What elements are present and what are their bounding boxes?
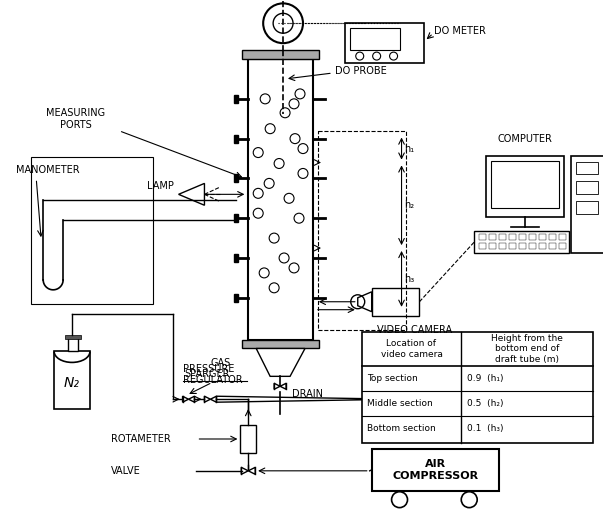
Bar [529,234,536,240]
Bar [479,243,486,249]
Bar [486,155,564,217]
Text: N₂: N₂ [64,376,80,390]
Bar [509,234,516,240]
Bar [234,95,239,103]
Polygon shape [280,383,286,389]
Polygon shape [182,396,188,402]
Text: Location of
video camera: Location of video camera [381,339,443,359]
Text: GAS
SPARGER: GAS SPARGER [185,358,230,379]
Polygon shape [256,349,305,376]
Bar [489,243,496,249]
Bar [248,59,313,339]
Text: DO METER: DO METER [434,26,486,36]
Text: h₂: h₂ [405,200,415,210]
Text: Height from the
bottom end of
draft tube (m): Height from the bottom end of draft tube… [491,334,563,364]
Bar [539,243,546,249]
Bar [576,181,597,194]
Text: 0.9  (h₁): 0.9 (h₁) [467,375,504,383]
Bar [371,449,499,491]
Polygon shape [248,468,255,474]
Bar [234,214,239,222]
Text: PRESSURE
REGULATOR: PRESSURE REGULATOR [182,363,242,385]
Bar [576,161,597,174]
Bar [318,131,405,330]
Bar [489,234,496,240]
Bar [242,50,319,59]
Text: DRAIN: DRAIN [292,389,323,399]
Bar [519,234,526,240]
Text: DO PROBE: DO PROBE [335,66,387,76]
Text: LAMP: LAMP [147,181,173,192]
Bar [474,231,569,253]
Text: h₃: h₃ [405,274,415,284]
Polygon shape [241,468,248,474]
Bar [350,28,400,50]
Bar [234,294,239,302]
Bar [539,234,546,240]
Bar [362,332,593,443]
Text: MEASURING
PORTS: MEASURING PORTS [47,108,106,130]
Bar [509,243,516,249]
Text: ROTAMETER: ROTAMETER [111,434,171,444]
Bar [345,24,425,63]
Text: VALVE: VALVE [111,466,141,476]
Text: MANOMETER: MANOMETER [16,166,80,175]
Bar [491,160,559,208]
Polygon shape [216,396,400,402]
Bar [371,288,419,316]
Text: Middle section: Middle section [367,399,432,408]
Bar [65,335,81,339]
Polygon shape [274,383,280,389]
Bar [499,243,506,249]
Bar [571,155,604,253]
Bar [479,234,486,240]
Polygon shape [188,396,194,402]
Polygon shape [204,396,210,402]
Bar [576,201,597,214]
Bar [240,425,256,453]
Bar [242,339,319,349]
Text: Bottom section: Bottom section [367,424,435,433]
Bar [559,234,566,240]
Bar [519,243,526,249]
Text: VIDEO CAMERA: VIDEO CAMERA [377,324,452,335]
Bar [499,234,506,240]
Bar [529,243,536,249]
Bar [234,254,239,262]
Bar [559,243,566,249]
Text: 0.1  (h₃): 0.1 (h₃) [467,424,504,433]
Text: h₁: h₁ [405,144,415,154]
Bar [234,174,239,182]
Text: Top section: Top section [367,375,417,383]
Bar [549,243,556,249]
Bar [31,156,153,304]
Bar [54,352,90,409]
Bar [68,338,78,352]
Polygon shape [210,396,216,402]
Bar [234,135,239,143]
Text: COMPUTER: COMPUTER [498,133,553,144]
Text: AIR
COMPRESSOR: AIR COMPRESSOR [393,459,478,481]
Text: 0.5  (h₂): 0.5 (h₂) [467,399,504,408]
Bar [549,234,556,240]
